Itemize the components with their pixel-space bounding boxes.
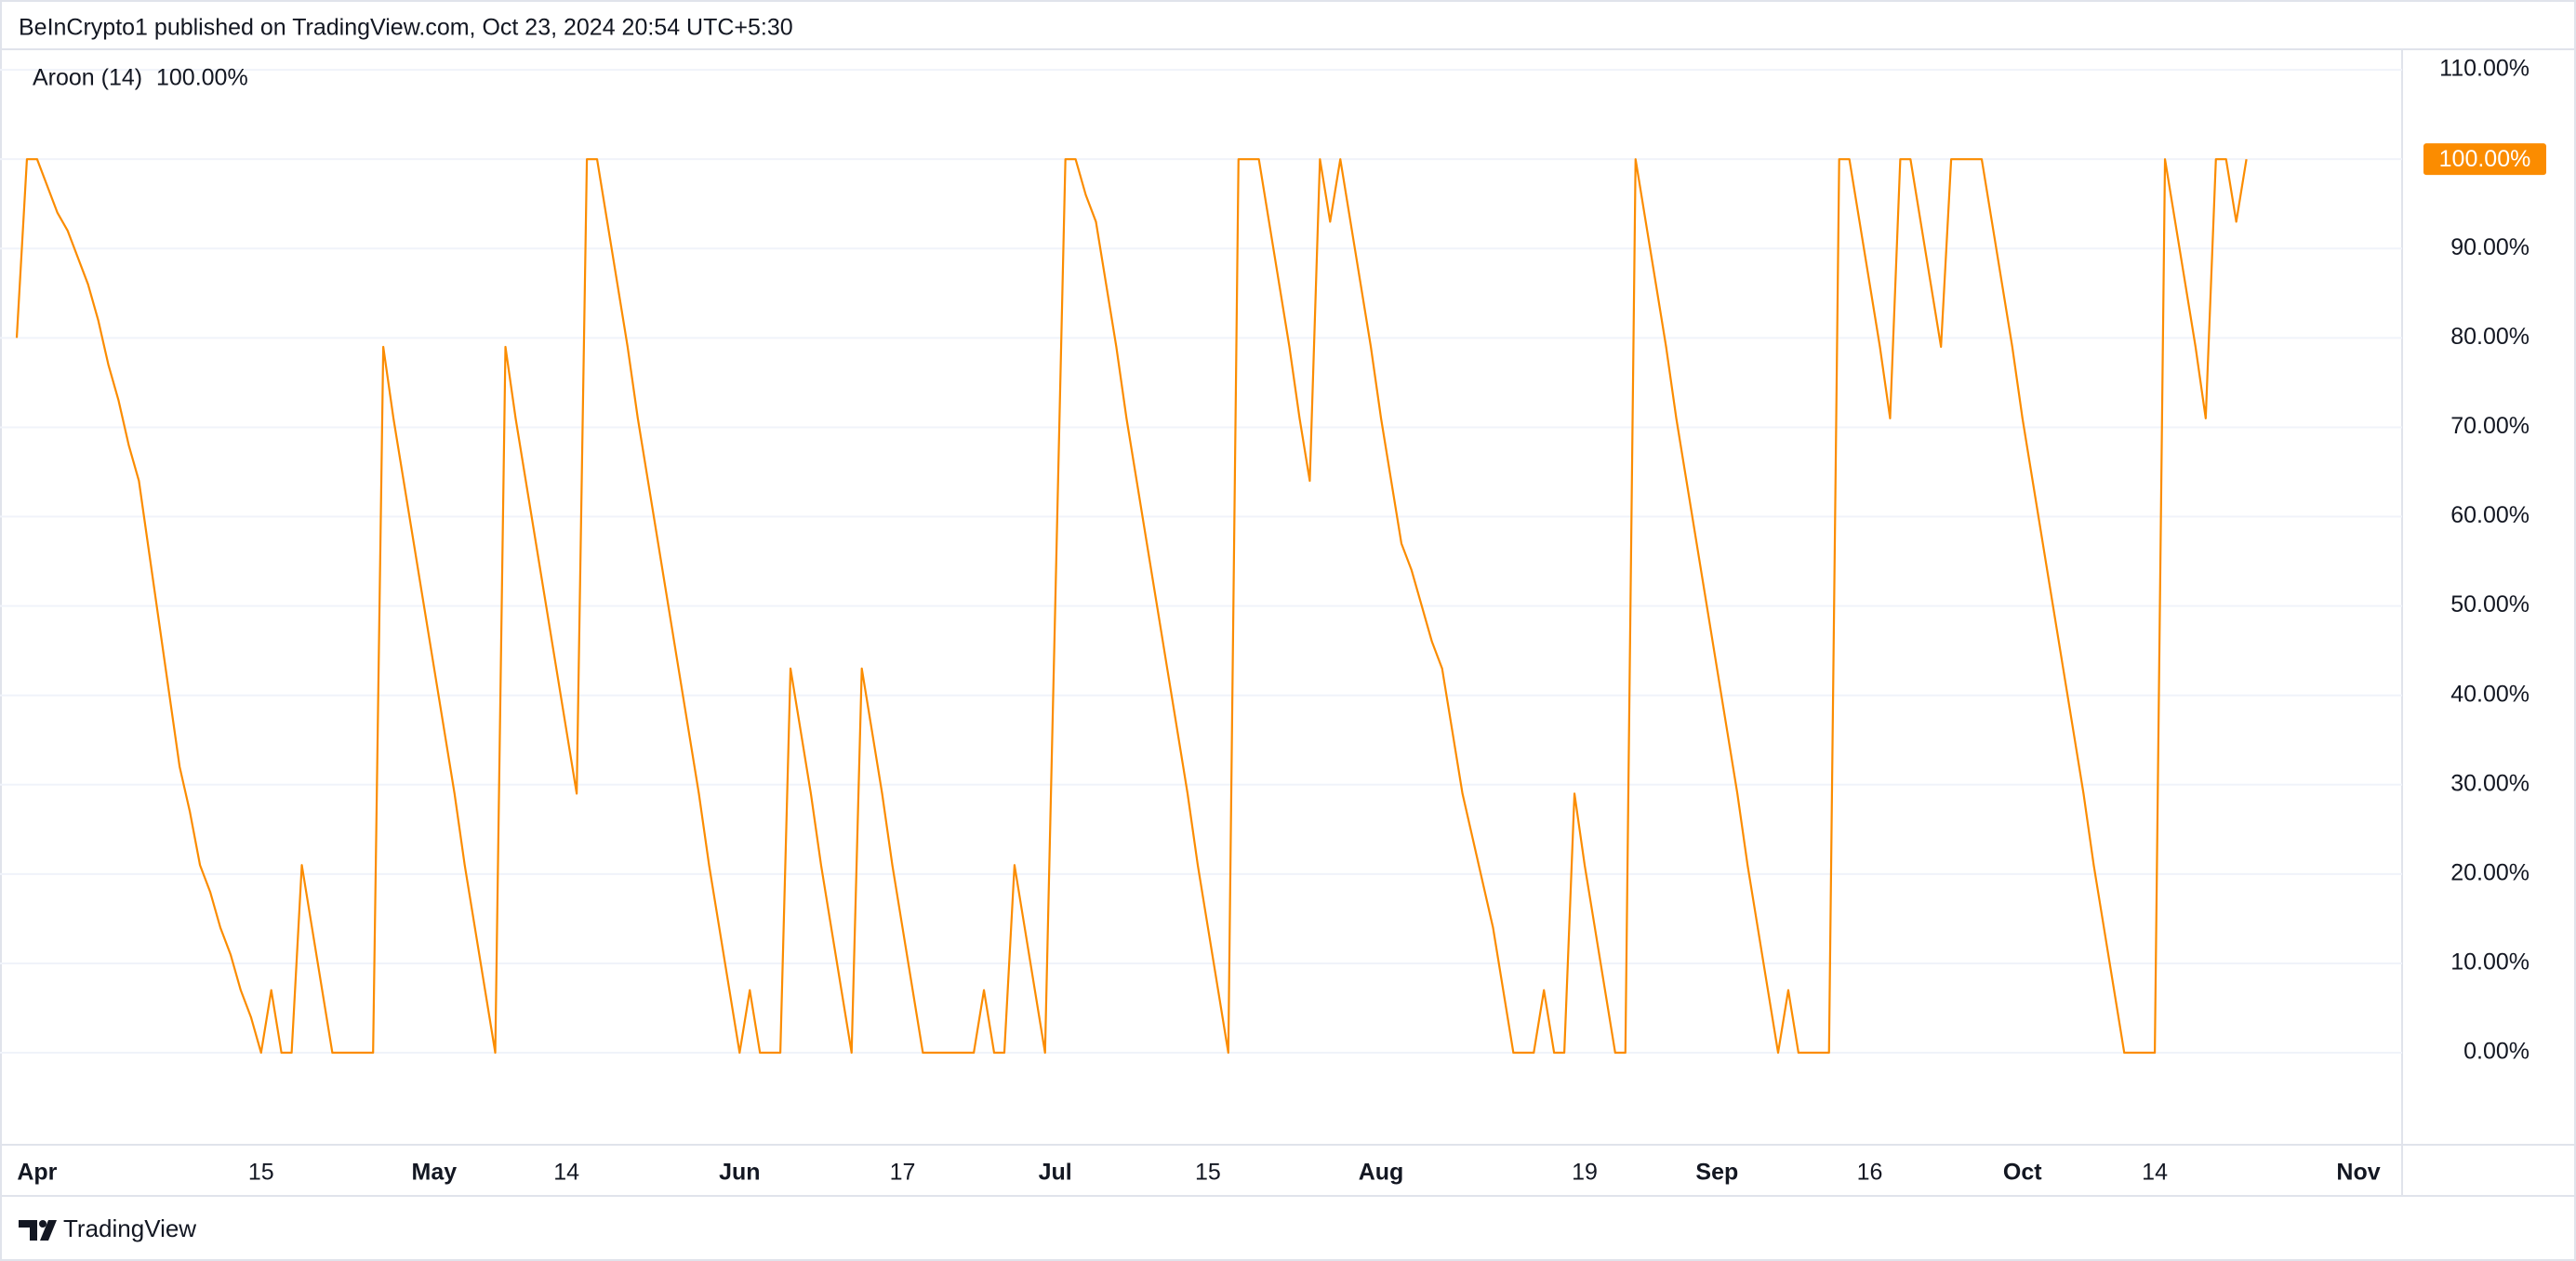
- y-tick-label: 50.00%: [2450, 591, 2530, 617]
- y-tick-label: 110.00%: [2439, 56, 2530, 82]
- y-tick-label: 10.00%: [2450, 949, 2530, 976]
- grid-layer: 0.00% 10.00% 20.00% 30.00% 40.00% 50.00% 60.00…: [0, 56, 2530, 1186]
- x-tick-label: 15: [1195, 1160, 1221, 1186]
- tradingview-logo: TradingView: [19, 1215, 196, 1242]
- header-title: BeInCrypto1 published on TradingView.com…: [19, 15, 793, 41]
- line-layer: 100.00%: [15, 143, 2546, 1055]
- logo-dot: [39, 1220, 46, 1228]
- x-tick-label: Oct: [2003, 1160, 2042, 1186]
- logo-slash: [40, 1220, 57, 1241]
- x-tick-label: 17: [890, 1160, 916, 1186]
- y-tick-label: 0.00%: [2463, 1039, 2530, 1065]
- y-tick-label: 70.00%: [2450, 413, 2530, 439]
- legend-value: 100.00%: [156, 65, 248, 91]
- aroon-line: [15, 158, 2248, 1055]
- y-tick-label: 80.00%: [2450, 324, 2530, 350]
- x-tick-label: Jun: [719, 1160, 760, 1186]
- x-tick-label: Aug: [1359, 1160, 1404, 1186]
- legend-name: Aroon (14): [33, 65, 142, 91]
- x-tick-label: Jul: [1039, 1160, 1072, 1186]
- y-tick-label: 40.00%: [2450, 681, 2530, 707]
- x-tick-label: 19: [1572, 1160, 1598, 1186]
- x-tick-label: 14: [553, 1160, 579, 1186]
- price-badge-label: 100.00%: [2439, 146, 2531, 172]
- y-tick-label: 60.00%: [2450, 502, 2530, 528]
- x-tick-label: Apr: [17, 1160, 57, 1186]
- x-tick-label: 14: [2142, 1160, 2168, 1186]
- y-tick-label: 90.00%: [2450, 234, 2530, 260]
- y-tick-label: 30.00%: [2450, 770, 2530, 796]
- x-tick-label: Nov: [2336, 1160, 2380, 1186]
- footer-brand: TradingView: [63, 1215, 196, 1242]
- x-tick-label: May: [412, 1160, 458, 1186]
- x-tick-label: Sep: [1695, 1160, 1738, 1186]
- price-badge: [2423, 143, 2546, 176]
- x-tick-label: 15: [248, 1160, 274, 1186]
- y-tick-label: 20.00%: [2450, 859, 2530, 885]
- logo-mark: [19, 1220, 37, 1241]
- x-tick-label: 16: [1857, 1160, 1883, 1186]
